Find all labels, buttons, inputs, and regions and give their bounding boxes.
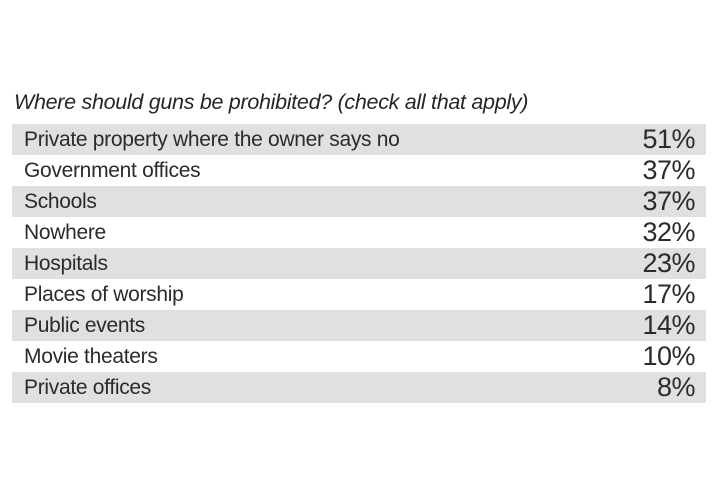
table-row: Schools 37% bbox=[12, 186, 706, 217]
row-value: 8% bbox=[656, 372, 696, 402]
row-value: 17% bbox=[642, 279, 695, 309]
table-row: Private property where the owner says no… bbox=[12, 124, 706, 155]
table-row: Nowhere 32% bbox=[12, 217, 706, 248]
chart-title: Where should guns be prohibited? (check … bbox=[14, 90, 529, 114]
row-label: Public events bbox=[24, 313, 146, 337]
row-value: 23% bbox=[642, 248, 695, 278]
row-label: Schools bbox=[24, 189, 97, 213]
table-row: Hospitals 23% bbox=[12, 248, 706, 279]
row-label: Private property where the owner says no bbox=[24, 127, 400, 151]
table-row: Movie theaters 10% bbox=[12, 341, 706, 372]
table-row: Government offices 37% bbox=[12, 155, 706, 186]
table-row: Private offices 8% bbox=[12, 372, 706, 403]
table-row: Public events 14% bbox=[12, 310, 706, 341]
row-label: Movie theaters bbox=[24, 344, 158, 368]
row-label: Nowhere bbox=[24, 220, 106, 244]
row-label: Places of worship bbox=[24, 282, 184, 306]
row-value: 37% bbox=[642, 186, 695, 216]
row-value: 32% bbox=[642, 217, 695, 247]
results-table: Private property where the owner says no… bbox=[12, 124, 706, 403]
row-label: Private offices bbox=[24, 375, 152, 399]
row-value: 14% bbox=[642, 310, 695, 340]
row-label: Hospitals bbox=[24, 251, 108, 275]
table-row: Places of worship 17% bbox=[12, 279, 706, 310]
row-label: Government offices bbox=[24, 158, 201, 182]
row-value: 51% bbox=[642, 124, 695, 154]
row-value: 37% bbox=[642, 155, 695, 185]
row-value: 10% bbox=[642, 341, 695, 371]
